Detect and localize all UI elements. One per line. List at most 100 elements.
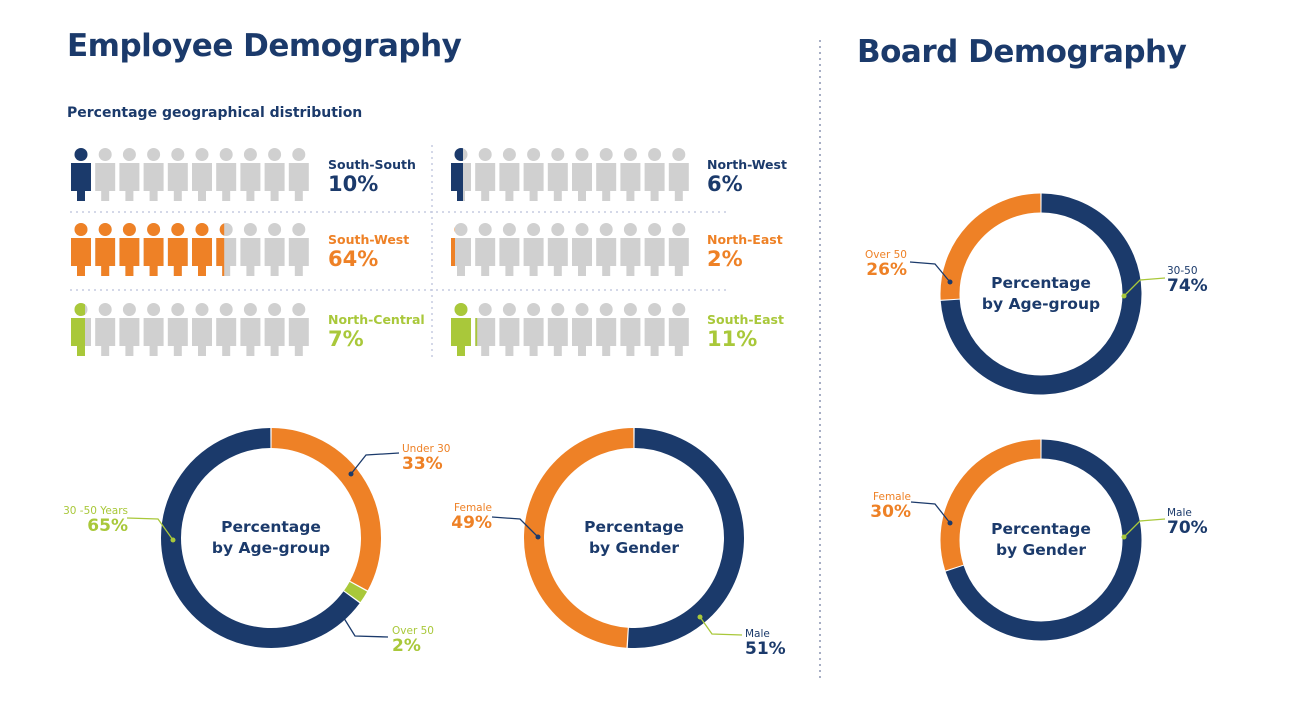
person-icon — [95, 303, 116, 356]
segment-label: Over 50 — [865, 249, 907, 261]
person-icon — [572, 148, 592, 201]
callout-line — [491, 516, 539, 538]
region-value: 2% — [707, 247, 743, 271]
person-icon — [240, 303, 261, 356]
pictogram-row-north-west — [451, 148, 689, 201]
donut-center-title: Percentage — [991, 520, 1091, 538]
person-icon — [192, 303, 212, 356]
person-icon — [264, 223, 285, 276]
donut-segment-male — [945, 439, 1142, 641]
person-icon-filled — [167, 223, 188, 276]
donut-center-title: by Gender — [996, 541, 1086, 559]
person-icon — [95, 223, 116, 276]
person-icon — [119, 148, 140, 201]
donut-center-title: by Age-group — [212, 539, 330, 557]
callout-line — [126, 517, 174, 541]
region-value: 10% — [328, 172, 379, 196]
callout-dot — [535, 534, 541, 540]
person-icon — [451, 303, 471, 356]
callout-line — [910, 501, 951, 524]
callout-dot — [697, 614, 703, 620]
region-label: South-West — [328, 232, 410, 247]
person-icon — [596, 303, 617, 356]
person-icon — [192, 148, 212, 201]
person-icon-filled — [475, 318, 478, 346]
person-icon — [192, 223, 212, 276]
segment-value: 2% — [392, 636, 421, 656]
pictogram-row-south-east — [451, 303, 689, 356]
person-icon — [644, 148, 665, 201]
employee-title: Employee Demography — [67, 28, 462, 64]
person-icon — [167, 303, 188, 356]
segment-value: 70% — [1167, 518, 1208, 538]
region-value: 6% — [707, 172, 743, 196]
person-icon — [240, 223, 261, 276]
segment-label: 30-50 — [1167, 265, 1198, 277]
segment-label: Male — [745, 628, 770, 640]
segment-value: 51% — [745, 639, 786, 659]
callout-dot — [1121, 293, 1127, 299]
person-icon — [596, 148, 617, 201]
person-icon — [216, 303, 237, 356]
callout-line — [1123, 518, 1166, 538]
person-icon — [499, 303, 520, 356]
person-icon — [499, 223, 520, 276]
region-label: North-West — [707, 157, 787, 172]
donut-center-title: Percentage — [584, 518, 684, 536]
person-icon — [620, 148, 641, 201]
pictogram-row-north-central — [71, 303, 309, 356]
person-icon — [167, 223, 188, 276]
region-label: South-South — [328, 157, 416, 172]
person-icon — [71, 303, 91, 356]
person-icon — [668, 148, 689, 201]
person-icon — [620, 223, 641, 276]
callout-dot — [947, 520, 953, 526]
region-label: South-East — [707, 312, 784, 327]
person-icon — [288, 223, 309, 276]
person-icon — [216, 148, 237, 201]
person-icon-filled — [216, 223, 225, 276]
person-icon — [143, 303, 164, 356]
person-icon-filled — [71, 223, 91, 276]
segment-label: Male — [1167, 507, 1192, 519]
person-icon — [644, 223, 665, 276]
donut-segment-female — [940, 439, 1041, 571]
segment-value: 30% — [870, 502, 911, 522]
donut-segment-male — [627, 428, 744, 648]
segment-value: 33% — [402, 454, 443, 474]
region-value: 64% — [328, 247, 379, 271]
segment-label: Under 30 — [402, 443, 450, 455]
callout-line — [909, 261, 951, 283]
pictogram-row-south-west — [71, 223, 309, 276]
segment-value: 65% — [87, 516, 128, 536]
person-icon — [668, 223, 689, 276]
person-icon-filled — [451, 148, 463, 201]
person-icon — [240, 148, 261, 201]
person-icon — [668, 303, 689, 356]
person-icon — [547, 223, 568, 276]
donut-segment-30-50-years — [161, 428, 360, 648]
person-icon — [572, 303, 592, 356]
person-icon — [547, 148, 568, 201]
person-icon-filled — [71, 303, 85, 356]
donut-segment-30-50 — [940, 193, 1142, 395]
segment-label: Female — [873, 491, 911, 503]
person-icon — [143, 148, 164, 201]
person-icon — [119, 223, 140, 276]
person-icon — [644, 303, 665, 356]
donut-center-title: by Gender — [589, 539, 679, 557]
pictogram-row-north-east — [451, 223, 689, 276]
segment-label: Female — [454, 502, 492, 514]
person-icon-filled — [451, 227, 455, 266]
person-icon-filled — [143, 223, 164, 276]
region-label: North-East — [707, 232, 783, 247]
person-icon — [288, 303, 309, 356]
donut-segment-over-50 — [344, 581, 368, 603]
person-icon — [264, 148, 285, 201]
person-icon-filled — [119, 223, 140, 276]
donut-center-title: Percentage — [991, 274, 1091, 292]
person-icon-filled — [451, 303, 471, 356]
